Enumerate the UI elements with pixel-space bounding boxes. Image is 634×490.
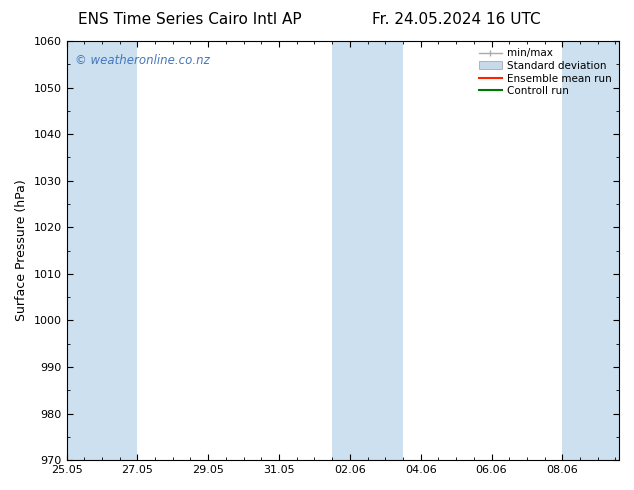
Bar bbox=[332, 41, 368, 460]
Y-axis label: Surface Pressure (hPa): Surface Pressure (hPa) bbox=[15, 180, 28, 321]
Text: Fr. 24.05.2024 16 UTC: Fr. 24.05.2024 16 UTC bbox=[372, 12, 541, 27]
Bar bbox=[368, 41, 403, 460]
Bar bbox=[102, 41, 138, 460]
Text: © weatheronline.co.nz: © weatheronline.co.nz bbox=[75, 53, 210, 67]
Text: ENS Time Series Cairo Intl AP: ENS Time Series Cairo Intl AP bbox=[79, 12, 302, 27]
Legend: min/max, Standard deviation, Ensemble mean run, Controll run: min/max, Standard deviation, Ensemble me… bbox=[477, 46, 614, 98]
Bar bbox=[562, 41, 619, 460]
Bar bbox=[67, 41, 102, 460]
